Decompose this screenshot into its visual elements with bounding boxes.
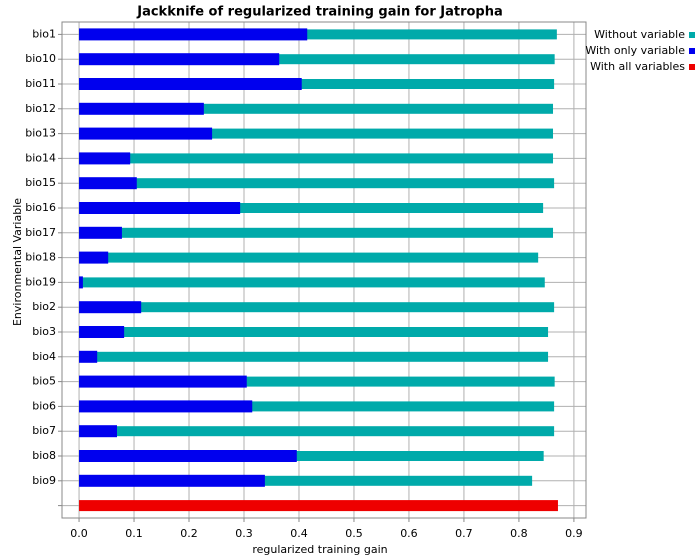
bar xyxy=(79,227,554,238)
y-tick-label: bio12 xyxy=(25,102,56,115)
x-tick-label: 0.7 xyxy=(455,527,473,540)
y-tick-label: bio7 xyxy=(32,424,56,437)
bar xyxy=(79,425,117,438)
bar xyxy=(79,252,539,263)
y-tick-label: bio19 xyxy=(25,275,56,288)
y-tick-label: bio3 xyxy=(32,325,56,338)
y-tick-label: bio10 xyxy=(25,52,56,65)
bar xyxy=(79,326,125,338)
bar xyxy=(79,152,131,165)
bar xyxy=(79,350,98,363)
bar xyxy=(79,376,555,387)
y-tick-label: bio18 xyxy=(25,251,56,264)
bar xyxy=(79,500,558,512)
x-tick-label: 0.2 xyxy=(180,527,198,540)
bar xyxy=(79,474,265,487)
bar xyxy=(79,127,213,140)
legend-swatch xyxy=(689,32,695,38)
x-axis-label: regularized training gain xyxy=(252,543,387,556)
x-tick-label: 0.4 xyxy=(290,527,308,540)
bar xyxy=(79,29,557,40)
y-tick-label: bio9 xyxy=(32,474,56,487)
bar xyxy=(79,400,253,413)
y-tick-label: bio1 xyxy=(32,27,56,40)
bar xyxy=(79,203,544,213)
y-tick-label: bio11 xyxy=(25,77,56,90)
bar xyxy=(79,202,241,214)
y-axis-label: Environmental Variable xyxy=(11,198,24,326)
x-tick-label: 0.1 xyxy=(125,527,143,540)
bar xyxy=(79,28,308,41)
bar xyxy=(79,53,280,66)
y-tick-label: bio8 xyxy=(32,449,56,462)
bar xyxy=(79,79,555,89)
bar xyxy=(79,375,247,388)
legend-label: Without variable xyxy=(594,28,685,41)
bar xyxy=(79,302,555,313)
x-tick-label: 0.3 xyxy=(235,527,253,540)
bar xyxy=(79,450,297,462)
legend-label: With all variables xyxy=(590,60,685,73)
x-tick-label: 0.5 xyxy=(345,527,363,540)
bar xyxy=(79,401,555,412)
bar xyxy=(79,301,142,314)
y-tick-label: bio17 xyxy=(25,226,56,239)
x-tick-label: 0.6 xyxy=(400,527,418,540)
bar xyxy=(79,351,549,362)
bar xyxy=(79,426,555,437)
bar xyxy=(79,451,544,461)
bar xyxy=(79,153,554,164)
bar xyxy=(79,102,204,115)
bar xyxy=(79,54,555,65)
y-tick-label: bio16 xyxy=(25,201,56,214)
y-tick-label: bio13 xyxy=(25,127,56,140)
y-tick-label: bio5 xyxy=(32,375,56,388)
x-tick-label: 0.0 xyxy=(70,527,88,540)
legend-swatch xyxy=(689,64,695,70)
x-tick-label: 0.8 xyxy=(510,527,528,540)
legend-label: With only variable xyxy=(585,44,685,57)
bar xyxy=(79,327,549,337)
plot-frame xyxy=(61,21,587,519)
bar xyxy=(79,128,554,139)
bar xyxy=(79,475,533,486)
y-tick-label: bio14 xyxy=(25,151,56,164)
bar xyxy=(79,277,545,288)
y-tick-label: bio4 xyxy=(32,350,56,363)
bar xyxy=(79,78,302,90)
y-tick-label: bio6 xyxy=(32,399,56,412)
bar xyxy=(79,178,555,189)
bar xyxy=(79,276,83,289)
bar xyxy=(79,177,137,190)
chart-title: Jackknife of regularized training gain f… xyxy=(136,5,503,20)
legend-swatch xyxy=(689,48,695,54)
bar xyxy=(79,103,554,114)
y-tick-label: bio15 xyxy=(25,176,56,189)
bar xyxy=(79,226,122,239)
x-tick-label: 0.9 xyxy=(565,527,583,540)
y-tick-label: bio2 xyxy=(32,300,56,313)
bar xyxy=(79,251,109,264)
